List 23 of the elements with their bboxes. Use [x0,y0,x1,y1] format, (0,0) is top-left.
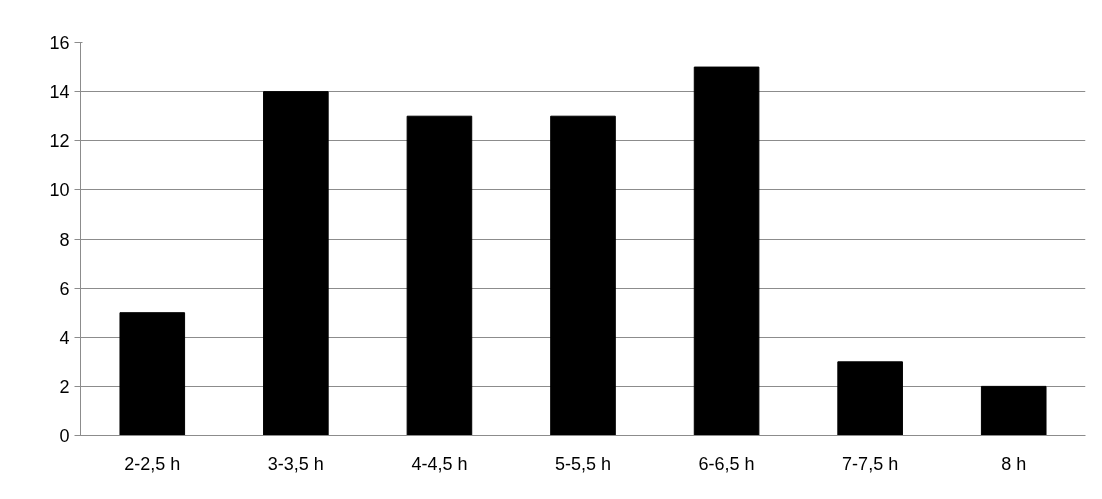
bar [693,66,760,436]
x-tick-label: 2-2,5 h [124,453,181,474]
x-tick-label: 3-3,5 h [267,453,324,474]
y-tick-label: 4 [59,327,70,348]
y-tick-label: 14 [49,82,70,103]
y-tick-label: 12 [49,131,70,152]
x-tick-label: 5-5,5 h [554,453,612,474]
y-tick-label: 16 [49,33,70,53]
y-tick-label: 6 [59,278,70,299]
bar [980,385,1047,436]
y-tick-label: 2 [59,376,70,397]
bar [550,115,616,436]
y-tick-label: 0 [59,426,70,446]
x-tick-label: 6-6,5 h [698,453,755,474]
x-tick-label: 7-7,5 h [842,453,899,474]
y-tick-label: 10 [49,180,70,201]
x-tick-label: 8 h [1001,453,1027,474]
bar [837,361,903,436]
bar [406,115,473,436]
bar [119,312,186,436]
bar [263,91,329,436]
x-tick-label: 4-4,5 h [411,453,468,474]
y-tick-label: 8 [59,229,70,250]
